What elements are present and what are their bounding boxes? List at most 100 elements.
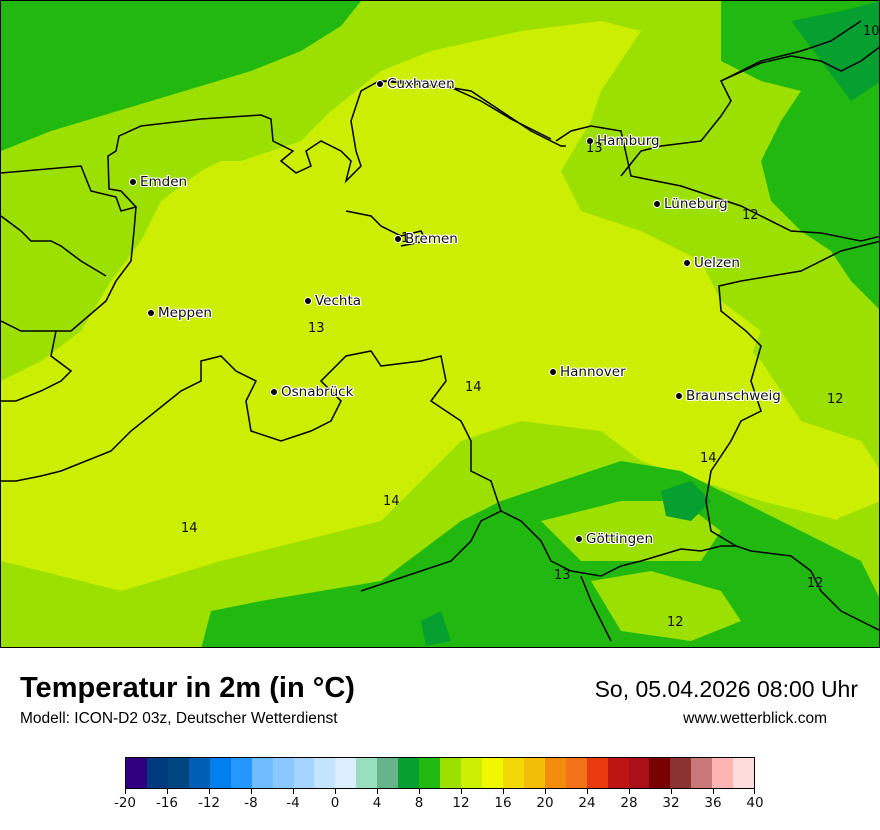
map-title: Temperatur in 2m (in °C) [20,672,355,704]
colorbar-tick-label: -4 [286,795,300,811]
colorbar-tick [671,789,672,794]
model-source: Modell: ICON-D2 03z, Deutscher Wetterdie… [20,710,338,727]
city-label-hamburg: Hamburg [586,133,660,149]
colorbar-tick-label: -16 [155,795,179,811]
city-label-emden: Emden [129,174,187,190]
colorbar-tick [503,789,504,794]
temperature-map: Cuxhaven Hamburg Emden Lüneburg Bremen U… [0,0,880,648]
city-label-bremen: Bremen [394,231,458,247]
city-label-goettingen: Göttingen [575,531,653,547]
colorbar-tick-label: 0 [330,795,340,811]
city-dot-icon [586,137,594,145]
colorbar-tick [545,789,546,794]
city-dot-icon [376,80,384,88]
isotherm-label: 12 [667,615,684,630]
colorbar-segment [502,758,524,788]
isotherm-label: 12 [827,392,844,407]
city-label-meppen: Meppen [147,305,212,321]
city-dot-icon [549,368,557,376]
colorbar-tick [293,789,294,794]
colorbar-segment [251,758,273,788]
colorbar-segment [461,758,482,788]
colorbar-segment [314,758,336,788]
colorbar-segment [126,758,147,788]
colorbar-segment [167,758,189,788]
temperature-colorbar [125,757,755,789]
colorbar-tick [587,789,588,794]
city-dot-icon [304,297,312,305]
city-dot-icon [683,259,691,267]
map-field [1,1,879,647]
colorbar-tick-label: -20 [113,795,137,811]
colorbar-tick-label: 8 [414,795,424,811]
isotherm-label: 13 [586,141,603,156]
colorbar-segment [733,758,755,788]
colorbar-tick [629,789,630,794]
forecast-datetime: So, 05.04.2026 08:00 Uhr [594,676,858,702]
colorbar-tick [125,789,126,794]
city-dot-icon [129,178,137,186]
colorbar-tick [167,789,168,794]
colorbar-ticks: -20 -16 -12 -8 -4 0 4 8 12 16 20 24 28 32 36 40 [114,789,764,819]
colorbar-tick-label: 32 [662,795,680,811]
colorbar-tick [754,789,755,794]
colorbar-segment [544,758,566,788]
colorbar-segment [523,758,545,788]
colorbar-tick [335,789,336,794]
colorbar-segment [481,758,503,788]
city-label-braunschweig: Braunschweig [675,388,781,404]
colorbar-tick [209,789,210,794]
isotherm-label: 1 [401,231,410,246]
colorbar-segment [419,758,441,788]
colorbar-tick-label: 4 [372,795,382,811]
colorbar-tick [419,789,420,794]
isotherm-label: 14 [181,521,198,536]
colorbar-segment [565,758,587,788]
colorbar-segment [356,758,378,788]
colorbar-tick-label: 20 [536,795,554,811]
city-label-osnabrueck: Osnabrück [270,384,353,400]
colorbar-segment [209,758,231,788]
colorbar-tick-label: 28 [620,795,638,811]
colorbar-tick-label: 12 [452,795,470,811]
city-label-uelzen: Uelzen [683,255,740,271]
website-credit: www.wetterblick.com [683,710,827,727]
colorbar-segment [691,758,713,788]
city-dot-icon [675,392,683,400]
colorbar-tick-label: -12 [197,795,221,811]
colorbar-segment [272,758,294,788]
colorbar-tick-label: -8 [244,795,258,811]
city-dot-icon [147,309,155,317]
city-dot-icon [394,235,402,243]
colorbar-tick [377,789,378,794]
city-label-cuxhaven: Cuxhaven [376,76,455,92]
colorbar-tick [713,789,714,794]
isotherm-label: 13 [554,568,571,583]
colorbar-segment [440,758,461,788]
colorbar-tick [461,789,462,794]
city-dot-icon [653,200,661,208]
colorbar-segment [146,758,168,788]
colorbar-tick-label: 16 [494,795,512,811]
colorbar-segment [230,758,252,788]
colorbar-segment [628,758,650,788]
colorbar-segment [335,758,357,788]
isotherm-label: 14 [465,380,482,395]
colorbar-segment [398,758,420,788]
city-dot-icon [270,388,278,396]
city-label-lueneburg: Lüneburg [653,196,728,212]
colorbar-tick-label: 24 [578,795,596,811]
colorbar-segment [607,758,629,788]
colorbar-segment [293,758,315,788]
colorbar-segment [188,758,210,788]
isotherm-label: 10 [863,24,880,39]
colorbar-tick-label: 40 [746,795,764,811]
city-dot-icon [575,535,583,543]
colorbar-segment [377,758,399,788]
colorbar-segment [586,758,608,788]
colorbar-segment [712,758,734,788]
isotherm-label: 12 [742,208,759,223]
city-label-vechta: Vechta [304,293,361,309]
colorbar-tick [251,789,252,794]
isotherm-label: 14 [700,451,717,466]
